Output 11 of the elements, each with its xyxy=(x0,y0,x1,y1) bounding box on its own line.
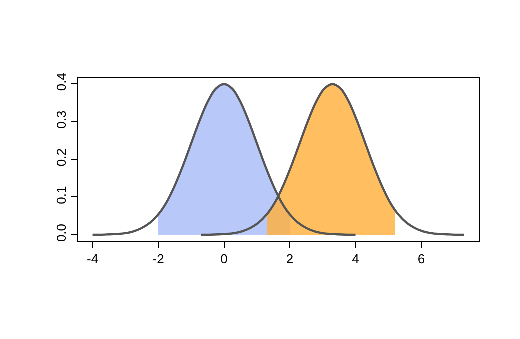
y-tick-label: 0.0 xyxy=(54,224,69,242)
y-tick-label: 0.4 xyxy=(54,73,69,92)
x-tick-label: 0 xyxy=(220,252,228,267)
x-tick-label: 4 xyxy=(352,252,360,267)
x-tick-label: -4 xyxy=(87,252,99,267)
y-tick-label: 0.1 xyxy=(54,186,69,204)
x-tick-label: -2 xyxy=(152,252,164,267)
x-tick-label: 2 xyxy=(286,252,294,267)
y-tick-label: 0.3 xyxy=(54,110,69,129)
x-tick-label: 6 xyxy=(418,252,426,267)
y-tick-label: 0.2 xyxy=(54,148,69,167)
